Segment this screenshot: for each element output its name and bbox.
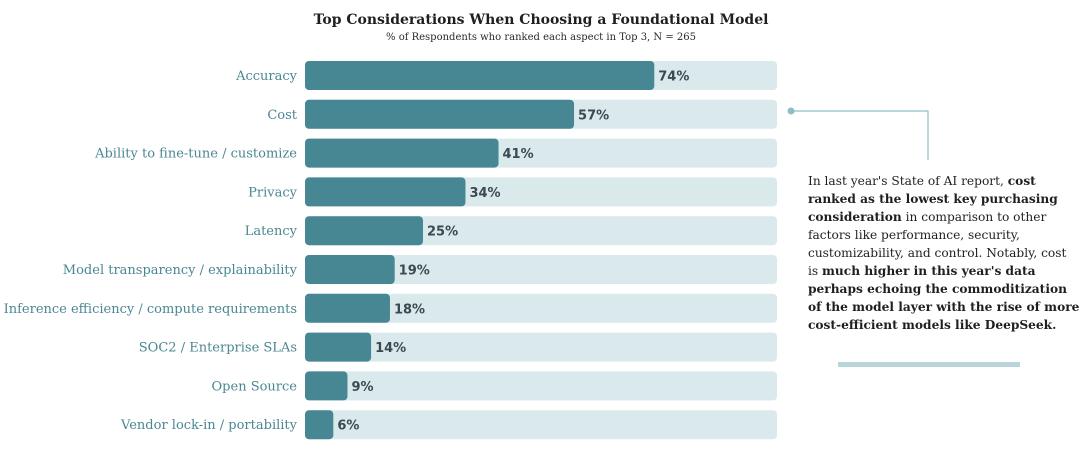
annotation-underline <box>838 362 1020 367</box>
bar <box>305 216 423 246</box>
bar-track <box>305 371 777 401</box>
value-label: 25% <box>427 225 458 240</box>
value-label: 9% <box>351 380 373 395</box>
chart-subtitle: % of Respondents who ranked each aspect … <box>386 32 696 43</box>
annotation-text: In last year's State of AI report, cost … <box>808 172 1080 334</box>
value-label: 19% <box>399 264 430 279</box>
bar-track <box>305 332 777 362</box>
bar <box>305 138 499 168</box>
annotation-segment: In last year's State of AI report, <box>808 174 1008 188</box>
bar-track <box>305 293 777 323</box>
bar <box>305 371 348 401</box>
category-label: Open Source <box>212 379 298 394</box>
bar <box>305 177 466 207</box>
bar <box>305 99 575 129</box>
category-label: Ability to fine-tune / customize <box>94 147 297 162</box>
value-label: 14% <box>375 341 406 356</box>
bar <box>305 255 395 284</box>
category-label: Accuracy <box>235 69 298 84</box>
value-label: 6% <box>337 419 359 434</box>
bars-group: Accuracy 74% Cost 57% Ability to fine-tune /… <box>4 61 777 440</box>
connector-line <box>791 110 929 160</box>
category-label: Latency <box>245 224 298 239</box>
category-label: Inference efficiency / compute requireme… <box>4 302 297 317</box>
category-label: Privacy <box>248 185 297 200</box>
annotation-segment: in comparison to other factors like perf… <box>808 210 1067 278</box>
bar <box>305 410 334 440</box>
value-label: 57% <box>578 108 609 123</box>
category-label: SOC2 / Enterprise SLAs <box>139 341 297 356</box>
annotation-segment: cost ranked as the lowest key purchasing… <box>808 174 1058 224</box>
bar-track <box>305 255 777 284</box>
annotation-segment: much higher in this year's data perhaps … <box>808 264 1080 332</box>
bar <box>305 293 390 323</box>
bar <box>305 332 372 362</box>
chart-title: Top Considerations When Choosing a Found… <box>314 12 769 28</box>
category-label: Cost <box>267 108 297 123</box>
value-label: 74% <box>658 70 689 85</box>
category-label: Model transparency / explainability <box>63 263 298 278</box>
annotation-connector <box>787 107 929 160</box>
value-label: 18% <box>394 302 425 317</box>
bar-track <box>305 410 777 440</box>
value-label: 34% <box>469 186 500 201</box>
bar <box>305 61 655 90</box>
value-label: 41% <box>503 147 534 162</box>
category-label: Vendor lock-in / portability <box>120 418 298 433</box>
